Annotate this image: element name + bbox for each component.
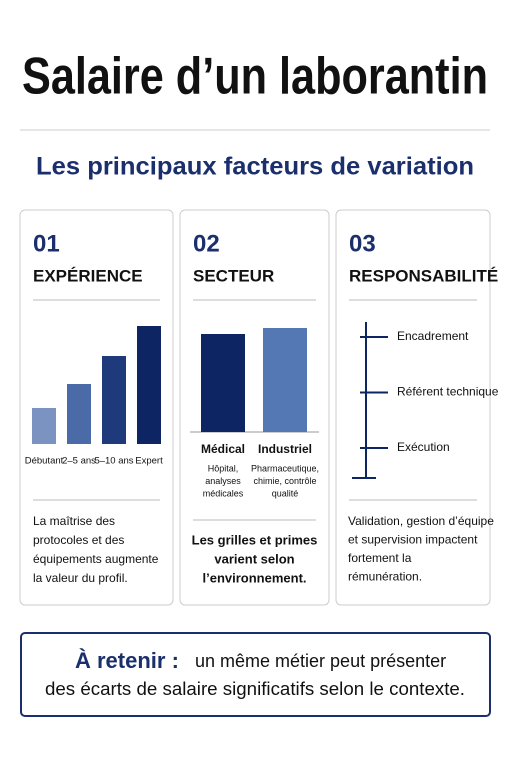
level-label: Encadrement xyxy=(397,329,469,343)
bar xyxy=(263,328,307,432)
bar-detail: Pharmaceutique, xyxy=(251,463,319,473)
level-label: Référent technique xyxy=(397,385,499,399)
summary-box xyxy=(20,632,491,717)
level-label: Exécution xyxy=(397,440,450,454)
bar-label: 2–5 ans xyxy=(62,456,96,467)
card-text: protocoles et des xyxy=(33,533,124,547)
card-text: fortement la xyxy=(348,551,412,565)
bar-label: Industriel xyxy=(258,442,312,456)
card-text: équipements augmente xyxy=(33,552,159,566)
bar xyxy=(137,326,161,444)
card-title: RESPONSABILITÉ xyxy=(349,266,498,285)
bar-detail: médicales xyxy=(203,488,244,498)
bar-label: Débutant xyxy=(25,456,64,467)
bar-detail: analyses xyxy=(205,476,241,486)
card xyxy=(19,209,174,606)
bar-label: Médical xyxy=(201,442,245,456)
card-text: Les grilles et primes xyxy=(192,532,318,547)
card-text: rémunération. xyxy=(348,570,422,584)
summary-lead: À retenir : xyxy=(75,648,179,673)
bar-detail: qualité xyxy=(272,488,299,498)
card-text: l’environnement. xyxy=(202,570,306,585)
card-title: SECTEUR xyxy=(193,266,274,285)
bar-detail: Hôpital, xyxy=(208,463,239,473)
card-text: Validation, gestion d’équipe xyxy=(348,514,494,528)
bar-label: 5–10 ans xyxy=(94,456,133,467)
card-number: 01 xyxy=(33,230,60,257)
bar xyxy=(67,384,91,444)
card-number: 02 xyxy=(193,230,220,257)
bar-label: Expert xyxy=(135,456,163,467)
card-title: EXPÉRIENCE xyxy=(33,266,143,285)
card xyxy=(179,209,330,606)
card-number: 03 xyxy=(349,230,376,257)
bar-detail: chimie, contrôle xyxy=(253,476,316,486)
card-text: La maîtrise des xyxy=(33,514,115,528)
card-text: et supervision impactent xyxy=(348,533,478,547)
card xyxy=(335,209,491,606)
summary-line: des écarts de salaire significatifs selo… xyxy=(45,679,465,699)
card-text: varient selon xyxy=(214,551,294,566)
subtitle: Les principaux facteurs de variation xyxy=(36,153,474,181)
bar xyxy=(102,356,126,444)
card-text: la valeur du profil. xyxy=(33,571,128,585)
bar xyxy=(32,408,56,444)
summary-line: un même métier peut présenter xyxy=(195,651,446,671)
bar xyxy=(201,334,245,432)
title: Salaire d’un laborantin xyxy=(22,48,488,106)
